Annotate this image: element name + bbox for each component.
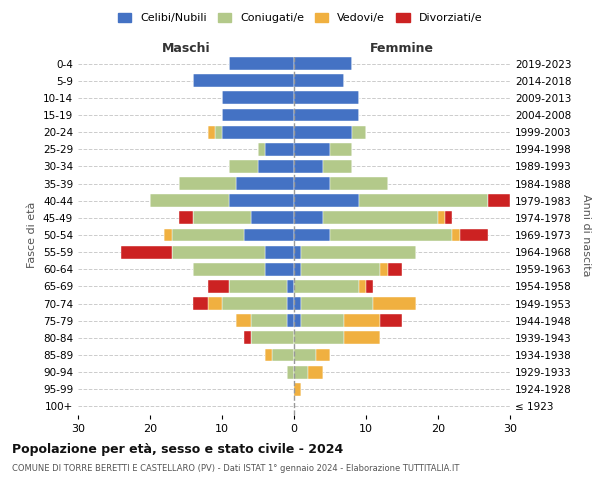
- Bar: [330, 143, 352, 156]
- Bar: [222, 297, 287, 310]
- Bar: [287, 297, 294, 310]
- Bar: [222, 92, 294, 104]
- Bar: [229, 160, 258, 173]
- Bar: [294, 92, 359, 104]
- Bar: [251, 212, 294, 224]
- Bar: [172, 228, 244, 241]
- Bar: [121, 246, 172, 258]
- Bar: [294, 332, 344, 344]
- Bar: [208, 126, 215, 138]
- Bar: [301, 314, 344, 327]
- Text: COMUNE DI TORRE BERETTI E CASTELLARO (PV) - Dati ISTAT 1° gennaio 2024 - Elabora: COMUNE DI TORRE BERETTI E CASTELLARO (PV…: [12, 464, 460, 473]
- Bar: [294, 194, 359, 207]
- Bar: [287, 280, 294, 293]
- Bar: [352, 126, 366, 138]
- Bar: [301, 263, 380, 276]
- Bar: [172, 246, 265, 258]
- Bar: [301, 246, 416, 258]
- Bar: [452, 228, 460, 241]
- Bar: [330, 228, 452, 241]
- Bar: [373, 297, 416, 310]
- Bar: [294, 143, 330, 156]
- Bar: [265, 348, 272, 362]
- Bar: [294, 74, 344, 87]
- Bar: [287, 314, 294, 327]
- Legend: Celibi/Nubili, Coniugati/e, Vedovi/e, Divorziati/e: Celibi/Nubili, Coniugati/e, Vedovi/e, Di…: [113, 8, 487, 28]
- Bar: [193, 74, 294, 87]
- Bar: [366, 280, 373, 293]
- Bar: [208, 297, 222, 310]
- Bar: [244, 332, 251, 344]
- Bar: [265, 263, 294, 276]
- Bar: [294, 126, 352, 138]
- Bar: [380, 314, 402, 327]
- Bar: [359, 194, 488, 207]
- Bar: [330, 177, 388, 190]
- Bar: [258, 160, 294, 173]
- Bar: [164, 228, 172, 241]
- Bar: [294, 246, 301, 258]
- Bar: [229, 194, 294, 207]
- Bar: [244, 228, 294, 241]
- Bar: [287, 366, 294, 378]
- Bar: [229, 280, 287, 293]
- Bar: [208, 280, 229, 293]
- Bar: [222, 108, 294, 122]
- Bar: [294, 212, 323, 224]
- Bar: [251, 332, 294, 344]
- Bar: [236, 177, 294, 190]
- Y-axis label: Fasce di età: Fasce di età: [28, 202, 37, 268]
- Bar: [265, 246, 294, 258]
- Bar: [438, 212, 445, 224]
- Text: Maschi: Maschi: [161, 42, 211, 55]
- Bar: [193, 263, 265, 276]
- Y-axis label: Anni di nascita: Anni di nascita: [581, 194, 591, 276]
- Bar: [294, 297, 301, 310]
- Bar: [344, 314, 380, 327]
- Bar: [323, 212, 438, 224]
- Bar: [179, 212, 193, 224]
- Bar: [294, 383, 301, 396]
- Bar: [215, 126, 222, 138]
- Bar: [272, 348, 294, 362]
- Bar: [193, 297, 208, 310]
- Bar: [236, 314, 251, 327]
- Bar: [316, 348, 330, 362]
- Bar: [294, 263, 301, 276]
- Bar: [294, 366, 308, 378]
- Bar: [294, 280, 359, 293]
- Bar: [323, 160, 352, 173]
- Bar: [229, 57, 294, 70]
- Bar: [294, 177, 330, 190]
- Bar: [359, 280, 366, 293]
- Text: Femmine: Femmine: [370, 42, 434, 55]
- Bar: [294, 228, 330, 241]
- Bar: [294, 57, 352, 70]
- Bar: [193, 212, 251, 224]
- Bar: [258, 143, 265, 156]
- Text: Popolazione per età, sesso e stato civile - 2024: Popolazione per età, sesso e stato civil…: [12, 442, 343, 456]
- Bar: [294, 160, 323, 173]
- Bar: [445, 212, 452, 224]
- Bar: [388, 263, 402, 276]
- Bar: [222, 126, 294, 138]
- Bar: [294, 314, 301, 327]
- Bar: [380, 263, 388, 276]
- Bar: [294, 108, 359, 122]
- Bar: [179, 177, 236, 190]
- Bar: [265, 143, 294, 156]
- Bar: [301, 297, 373, 310]
- Bar: [308, 366, 323, 378]
- Bar: [460, 228, 488, 241]
- Bar: [150, 194, 229, 207]
- Bar: [294, 348, 316, 362]
- Bar: [251, 314, 287, 327]
- Bar: [344, 332, 380, 344]
- Bar: [488, 194, 510, 207]
